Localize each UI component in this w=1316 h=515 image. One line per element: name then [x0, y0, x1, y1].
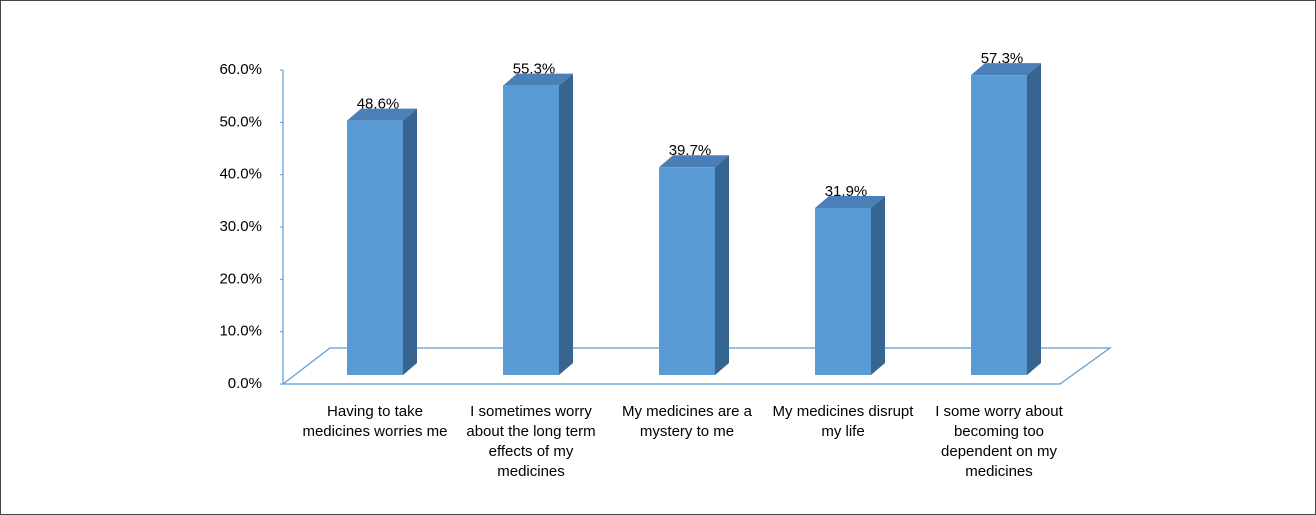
y-tick-label: 20.0%: [219, 270, 262, 287]
x-tick-label: My medicines are a mystery to me: [621, 403, 753, 440]
y-tick-label: 40.0%: [219, 166, 262, 183]
bar-top: [815, 196, 885, 209]
value-label: 39.7%: [669, 142, 712, 159]
y-tick-label: 50.0%: [219, 113, 262, 130]
bar-front: [347, 120, 403, 375]
bar-top: [503, 73, 573, 86]
value-label: 57.3%: [981, 50, 1024, 67]
x-tick-label: My medicines disrupt my life: [772, 403, 914, 440]
bar: [347, 108, 417, 375]
bar-front: [971, 75, 1027, 375]
bar-top: [971, 63, 1041, 76]
x-tick-label: I sometimes worry about the long term ef…: [466, 403, 596, 480]
bar-front: [659, 167, 715, 375]
x-tick-label: Having to take medicines worries me: [302, 403, 448, 440]
bar-front: [815, 208, 871, 375]
y-tick-label: 0.0%: [228, 375, 262, 392]
bar-side: [715, 155, 729, 375]
bar-top: [347, 108, 417, 121]
x-tick-label: I some worry about becoming too dependen…: [935, 403, 1063, 480]
bar-side: [871, 196, 885, 375]
bar-side: [559, 73, 573, 375]
floor: [281, 347, 1112, 385]
bar-front: [503, 85, 559, 375]
bar: [815, 196, 885, 375]
bar-side: [403, 108, 417, 375]
bar: [971, 63, 1041, 375]
bar: [659, 155, 729, 375]
value-label: 48.6%: [357, 96, 400, 113]
bar-side: [1027, 63, 1041, 375]
y-tick-label: 10.0%: [219, 323, 262, 340]
value-label: 31.9%: [825, 183, 868, 200]
bar-top: [659, 155, 729, 168]
bar: [503, 73, 573, 375]
y-tick-label: 30.0%: [219, 218, 262, 235]
y-tick-label: 60.0%: [219, 61, 262, 78]
value-label: 55.3%: [513, 61, 556, 78]
